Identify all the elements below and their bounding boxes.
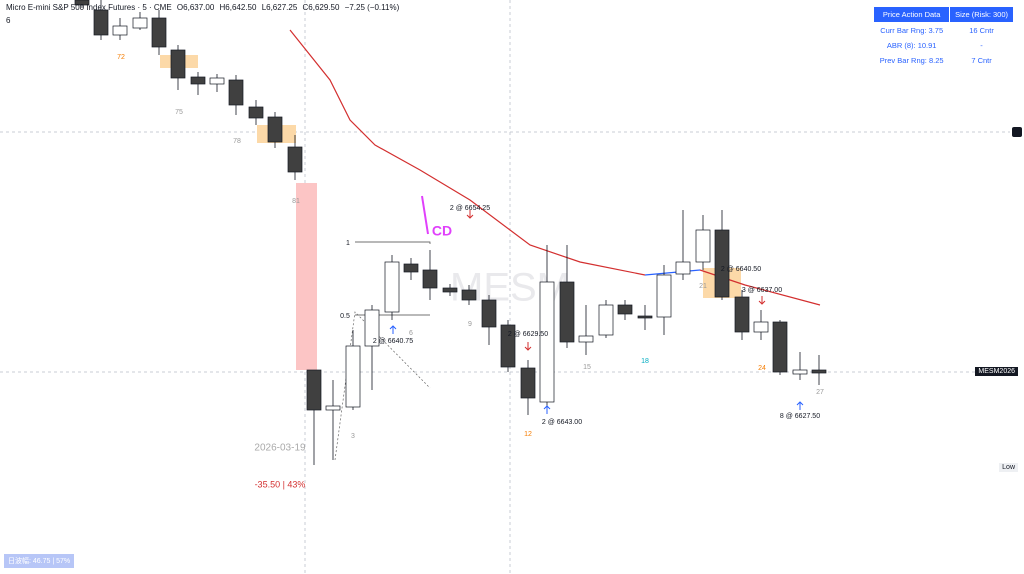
ema [289, 29, 646, 276]
annotation: 18 [641, 358, 649, 365]
candle-body [539, 281, 555, 403]
candle-body [422, 269, 438, 289]
cd-arrow [421, 195, 429, 235]
change: −7.25 (−0.11%) [344, 3, 400, 12]
candle-body [656, 274, 672, 318]
candle-body [442, 287, 458, 293]
candle-body [772, 321, 788, 373]
low-tag: Low [999, 463, 1018, 472]
candle-body [675, 261, 691, 275]
order-arrow-head [758, 300, 766, 305]
panel-cell: - [980, 41, 983, 50]
annotation: 2 @ 6654.25 [450, 205, 490, 212]
annotation: 81 [292, 198, 300, 205]
annotation: 2026-03-19 [254, 443, 306, 454]
candle-body [345, 345, 361, 408]
candle-body [74, 0, 90, 6]
candle-body [461, 289, 477, 301]
annotation: 2 @ 6643.00 [542, 419, 582, 426]
close: C6,629.50 [302, 3, 340, 12]
panel-cell: ABR (8): 10.91 [886, 41, 937, 50]
panel-header: Price Action Data [873, 6, 951, 23]
annotation: 78 [233, 138, 241, 145]
candle-body [132, 17, 148, 29]
candle-body [714, 229, 730, 298]
annotation: 8 @ 6627.50 [780, 413, 820, 420]
panel-cell: 7 Cntr [971, 56, 992, 65]
candle-body [792, 369, 808, 375]
annotation: 27 [816, 389, 824, 396]
candle-body [598, 304, 614, 336]
low: L6,627.25 [261, 3, 298, 12]
annotation: 3 @ 6637.00 [742, 287, 782, 294]
candle-body [559, 281, 575, 343]
symbol[interactable]: Micro E-mini S&P 500 Index Futures · 5 ·… [6, 3, 172, 12]
symbol-header: Micro E-mini S&P 500 Index Futures · 5 ·… [6, 3, 402, 12]
candle-body [384, 261, 400, 313]
candle-body [578, 335, 594, 343]
candle-body [306, 369, 322, 411]
price-tag: MESM2026 [975, 367, 1018, 376]
candle-body [520, 367, 536, 399]
annotation: 2 @ 6640.75 [373, 338, 413, 345]
level-line [355, 241, 431, 244]
order-arrow-head [466, 214, 474, 219]
annotation: 75 [175, 109, 183, 116]
candle-body [500, 324, 516, 368]
candle-body [325, 405, 341, 411]
candle-body [248, 106, 264, 119]
open: O6,637.00 [176, 3, 215, 12]
order-arrow-head [796, 401, 804, 406]
candle-body [228, 79, 244, 106]
annotation: 2 @ 6640.50 [721, 266, 761, 273]
candle-body [753, 321, 769, 333]
candle-body [637, 315, 653, 319]
annotation: 15 [583, 364, 591, 371]
swing-line [334, 311, 431, 461]
candle-body [209, 77, 225, 85]
candle-body [151, 17, 167, 48]
candle-body [190, 76, 206, 85]
annotation: 9 [468, 321, 472, 328]
annotation: CD [432, 223, 452, 239]
panel-header: Size (Risk: 300) [949, 6, 1014, 23]
candle-body [811, 369, 827, 374]
candle-body [112, 25, 128, 36]
candle-body [403, 263, 419, 273]
footer-stat: 日波幅: 46.75 | 57% [4, 554, 75, 568]
annotation: 0.5 [340, 313, 350, 320]
order-arrow-head [524, 346, 532, 351]
annotation: 3 [351, 433, 355, 440]
panel-cell: 16 Cntr [969, 26, 994, 35]
range-bar [296, 183, 317, 370]
candle-body [617, 304, 633, 315]
annotation: -35.50 | 43% [255, 479, 306, 489]
annotation: 2 @ 6629.50 [508, 331, 548, 338]
candle-body [170, 49, 186, 79]
annotation: 72 [117, 54, 125, 61]
candle-body [267, 116, 283, 143]
ema [644, 269, 701, 276]
candle-body [734, 296, 750, 333]
candle-body [695, 229, 711, 263]
order-arrow-head [389, 325, 397, 330]
candle-body [287, 146, 303, 173]
high: H6,642.50 [219, 3, 257, 12]
order-arrow-head [543, 405, 551, 410]
settings-button[interactable] [1012, 127, 1022, 137]
candle-body [93, 9, 109, 36]
annotation: 24 [758, 365, 766, 372]
candle-body [481, 299, 497, 328]
annotation: 12 [524, 431, 532, 438]
annotation: 6 [409, 330, 413, 337]
panel-cell: Curr Bar Rng: 3.75 [880, 26, 944, 35]
indicator-count[interactable]: 6 [6, 16, 11, 25]
price-action-panel: Price Action Data Size (Risk: 300) Curr B… [873, 6, 1014, 68]
panel-cell: Prev Bar Rng: 8.25 [879, 56, 944, 65]
annotation: 21 [699, 283, 707, 290]
annotation: 1 [346, 240, 350, 247]
candle-body [364, 309, 380, 347]
